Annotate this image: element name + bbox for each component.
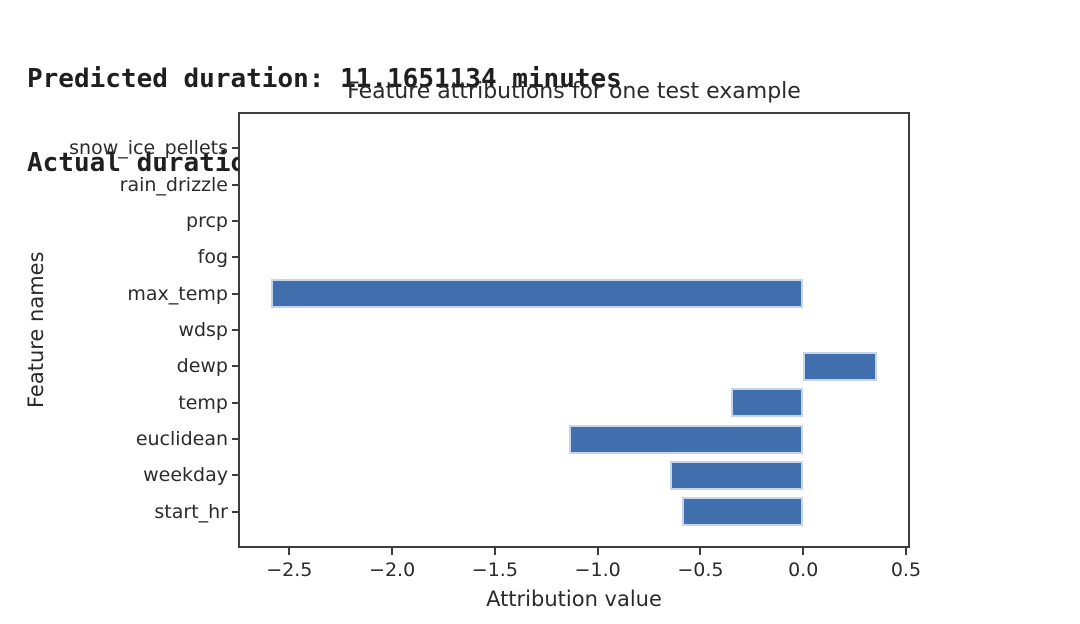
ytick-mark	[232, 474, 238, 477]
xtick-label-0.0: 0.0	[788, 559, 819, 581]
bar-temp	[731, 388, 804, 418]
ytick-label-rain_drizzle: rain_drizzle	[119, 173, 228, 196]
predicted-duration-line: Predicted duration: 11.1651134 minutes	[27, 64, 622, 94]
x-axis-label: Attribution value	[486, 587, 662, 611]
ytick-mark	[232, 183, 238, 186]
chart-title: Feature attributions for one test exampl…	[347, 79, 801, 104]
ytick-mark	[232, 365, 238, 368]
ytick-mark	[232, 329, 238, 331]
ytick-label-max_temp: max_temp	[127, 282, 228, 305]
ytick-mark	[232, 401, 238, 404]
ytick-label-temp: temp	[178, 391, 228, 414]
bar-euclidean	[568, 424, 804, 454]
xtick-mark	[493, 548, 496, 555]
ytick-mark	[232, 147, 238, 150]
xtick-label-−1.5: −1.5	[471, 559, 518, 581]
ytick-label-wdsp: wdsp	[178, 319, 228, 341]
ytick-mark	[232, 510, 238, 513]
ytick-label-snow_ice_pellets: snow_ice_pellets	[69, 137, 228, 160]
xtick-label-−0.5: −0.5	[677, 559, 724, 581]
xtick-label-−2.5: −2.5	[266, 559, 313, 581]
xtick-mark	[596, 548, 599, 555]
bar-dewp	[803, 351, 878, 381]
xtick-label-0.5: 0.5	[890, 559, 922, 581]
ytick-label-fog: fog	[197, 246, 228, 269]
ytick-mark	[232, 438, 238, 441]
ytick-label-prcp: prcp	[186, 209, 228, 232]
xtick-mark	[802, 548, 805, 555]
bar-max_temp	[270, 279, 804, 309]
xtick-mark	[904, 548, 907, 555]
ytick-mark	[232, 256, 238, 259]
xtick-mark	[699, 548, 702, 555]
xtick-mark	[288, 548, 291, 555]
bar-weekday	[669, 460, 804, 490]
ytick-label-dewp: dewp	[176, 355, 228, 378]
xtick-label-−1.0: −1.0	[574, 559, 621, 581]
ytick-label-euclidean: euclidean	[135, 428, 228, 451]
ytick-mark	[232, 219, 238, 222]
xtick-label-−2.0: −2.0	[369, 559, 416, 581]
ytick-label-weekday: weekday	[143, 464, 228, 487]
ytick-label-start_hr: start_hr	[154, 500, 228, 523]
bar-start_hr	[681, 497, 804, 527]
xtick-mark	[391, 548, 394, 555]
ytick-mark	[232, 292, 238, 295]
